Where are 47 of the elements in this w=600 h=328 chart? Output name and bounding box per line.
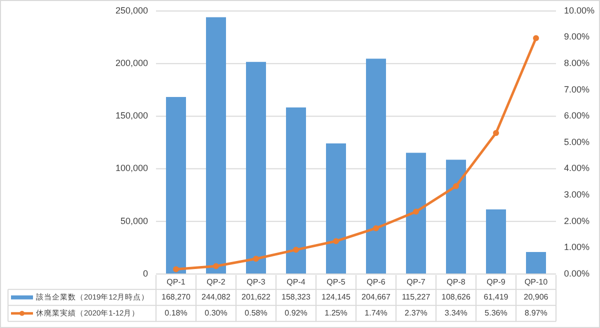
data-label: 2.37% — [404, 308, 428, 318]
y2-tick-label: 3.00% — [564, 189, 590, 200]
data-label: 0.92% — [284, 308, 308, 318]
data-label: 124,145 — [322, 292, 350, 302]
category-label: QP-7 — [406, 277, 426, 286]
y2-tick-label: 2.00% — [564, 216, 590, 226]
data-label: 0.30% — [204, 308, 228, 318]
data-label: 1.25% — [324, 308, 348, 318]
y2-tick-label: 4.00% — [564, 163, 590, 174]
y2-tick-label: 1.00% — [564, 242, 590, 252]
y2-tick-label: 8.00% — [564, 58, 590, 68]
category-label: QP-4 — [286, 277, 306, 286]
data-label: 108,626 — [442, 292, 470, 302]
y2-tick-label: 9.00% — [564, 32, 590, 42]
y-tick-label: 50,000 — [120, 216, 148, 226]
data-label: 201,622 — [242, 292, 270, 302]
category-label: QP-10 — [524, 277, 548, 286]
category-label: QP-6 — [366, 277, 386, 286]
category-label: QP-1 — [166, 277, 186, 286]
category-label: QP-2 — [206, 277, 226, 286]
data-label: 20,906 — [524, 292, 548, 302]
y-tick-label: 200,000 — [115, 58, 148, 68]
category-label: QP-9 — [486, 277, 506, 286]
data-label: 61,419 — [484, 292, 508, 302]
y2-tick-label: 6.00% — [564, 110, 590, 121]
data-label: 115,227 — [402, 292, 430, 302]
data-label: 5.36% — [484, 308, 508, 318]
data-label: 204,667 — [362, 292, 390, 302]
data-label: 168,270 — [162, 292, 190, 302]
category-label: QP-8 — [446, 277, 466, 286]
data-label: 0.18% — [164, 308, 188, 318]
y2-tick-label: 0.00% — [564, 268, 590, 278]
data-label: 8.97% — [524, 308, 548, 318]
y2-tick-label: 10.00% — [564, 5, 595, 16]
y-tick-label: 0 — [142, 268, 148, 278]
category-label: QP-5 — [326, 277, 346, 286]
data-label: 0.58% — [244, 308, 268, 318]
data-label: 158,323 — [282, 292, 310, 302]
data-label: 3.34% — [444, 308, 468, 318]
y-tick-label: 100,000 — [115, 163, 148, 174]
y2-tick-label: 5.00% — [564, 136, 590, 147]
y2-tick-label: 7.00% — [564, 84, 590, 94]
y-tick-label: 250,000 — [115, 5, 148, 16]
category-label: QP-3 — [246, 277, 266, 286]
data-label: 1.74% — [364, 308, 388, 318]
data-label: 244,082 — [202, 292, 230, 302]
y-tick-label: 150,000 — [115, 110, 148, 121]
